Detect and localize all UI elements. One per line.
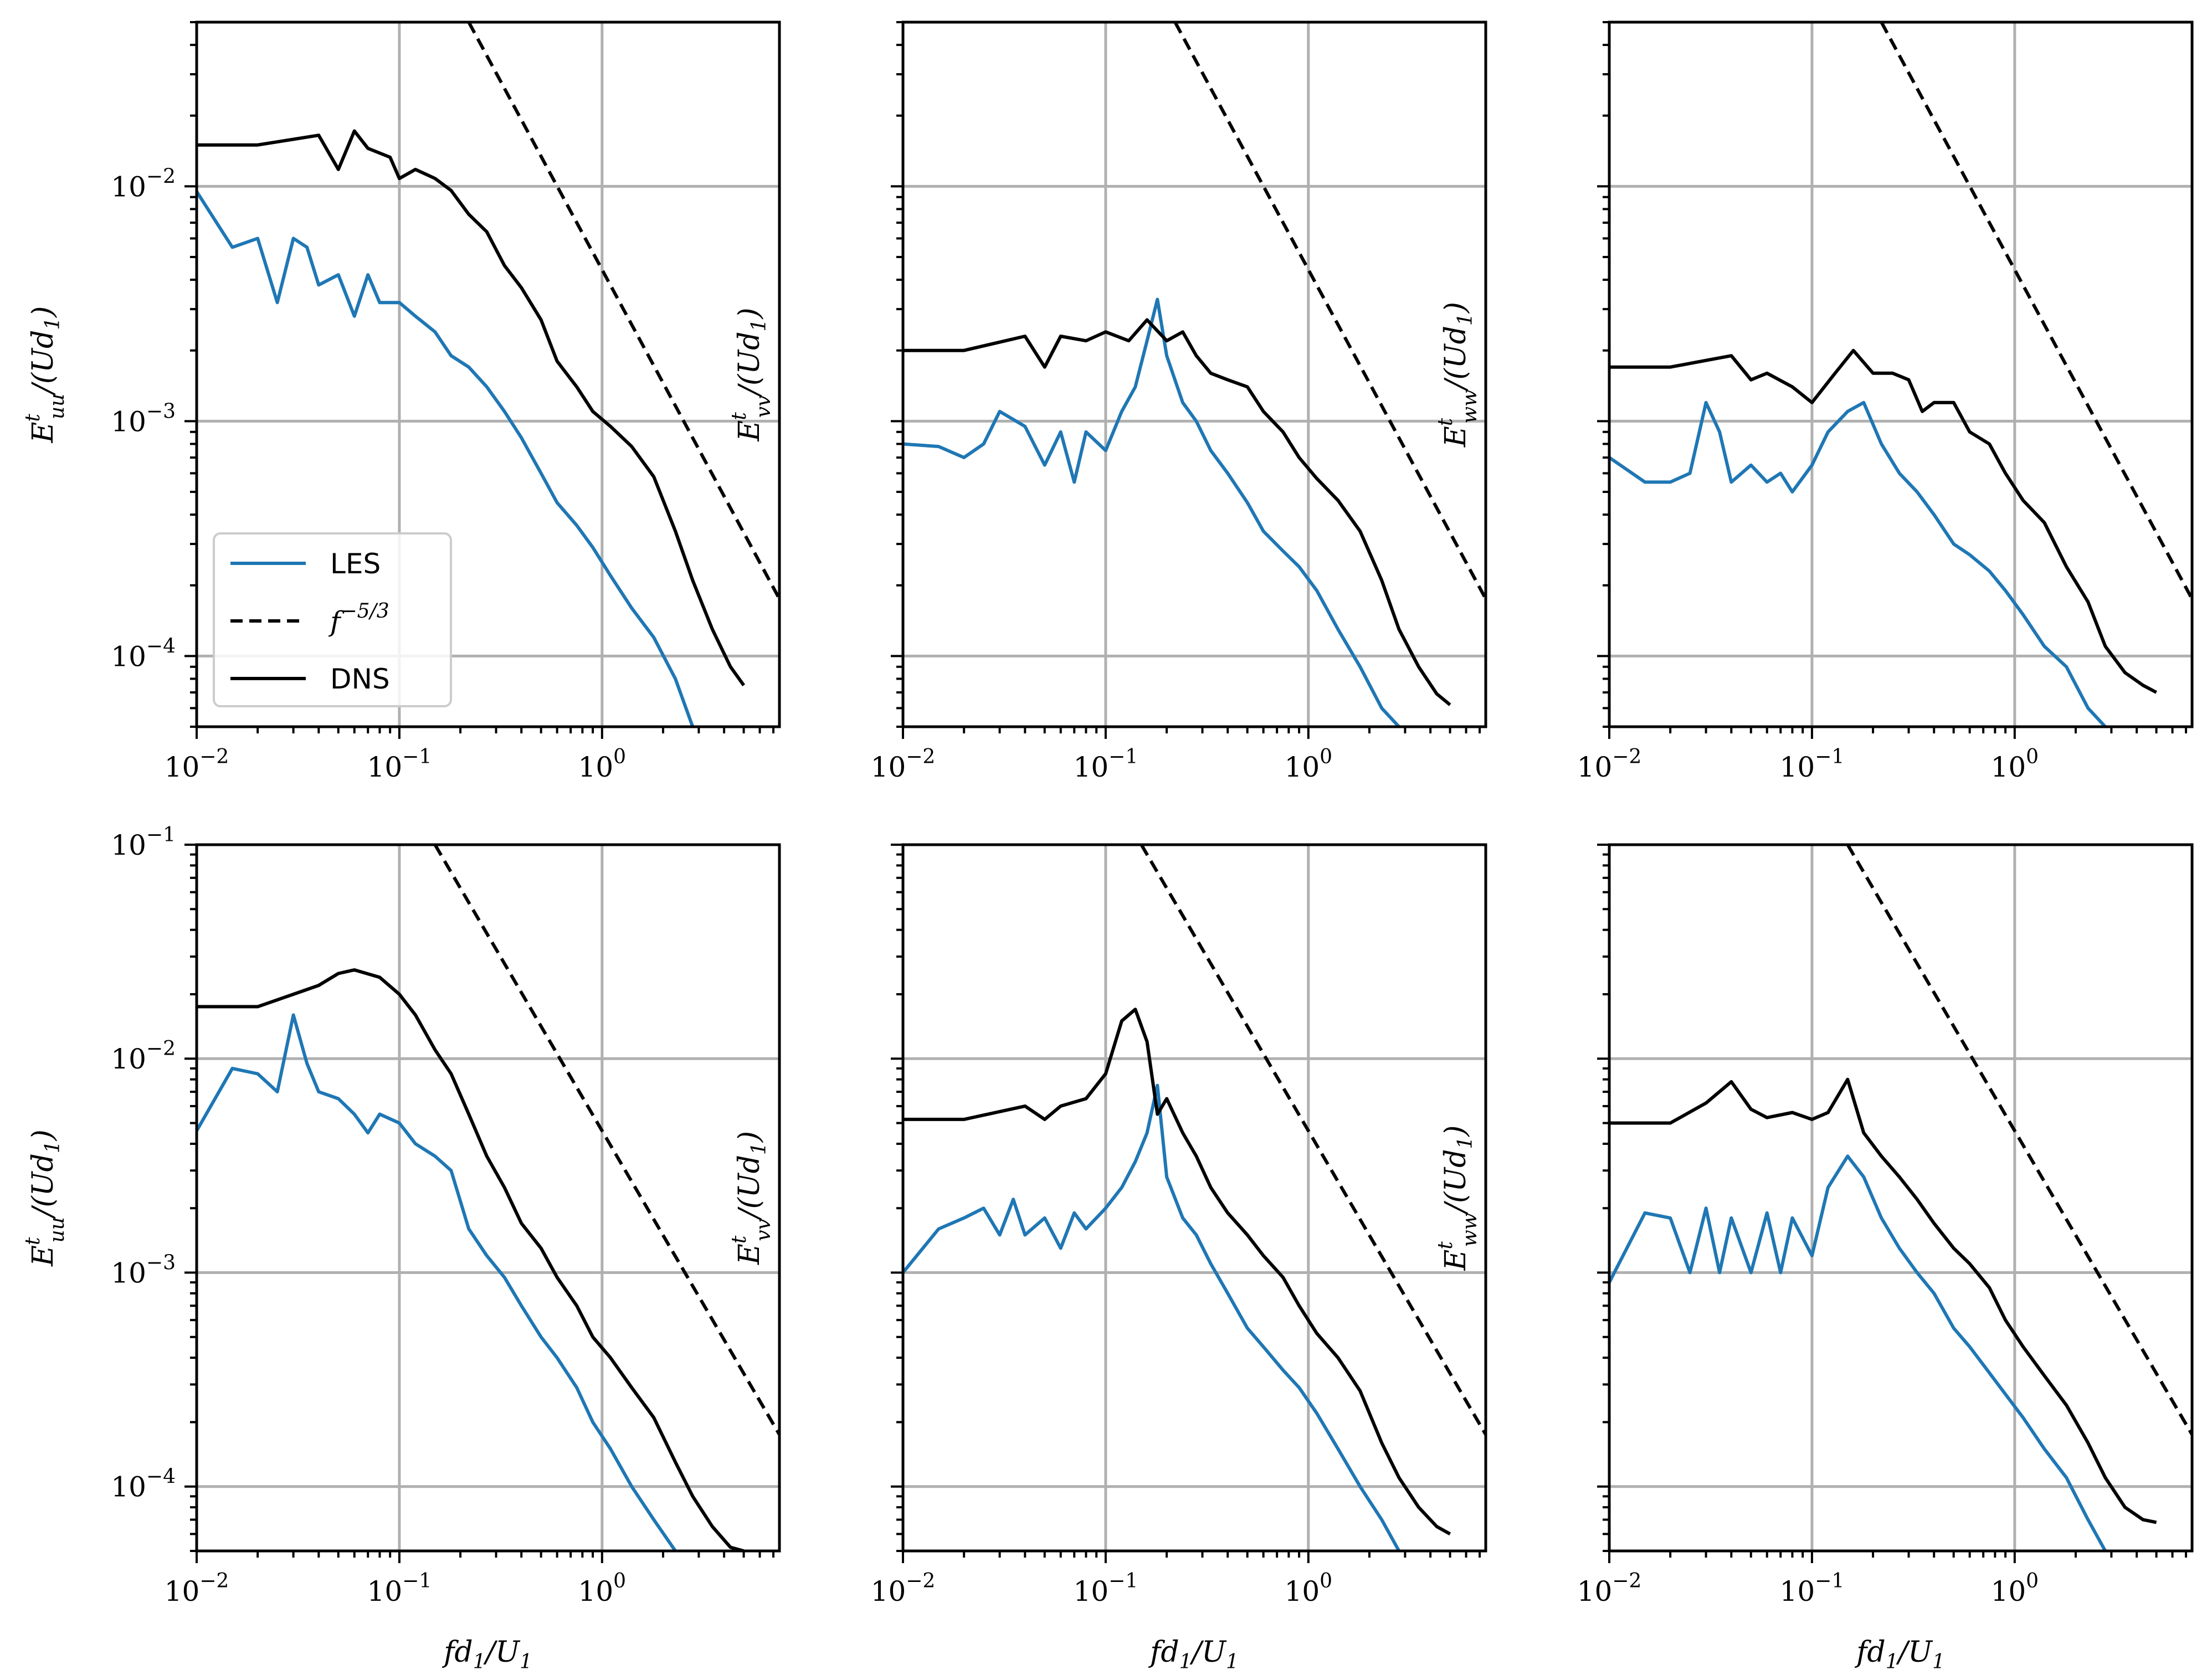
dns-line (197, 129, 746, 687)
x-axis-label: fd1/U1 (1148, 1636, 1239, 1673)
panel-1-3: 10−2 10−1 100 Etww/(Ud1) (1434, 20, 2194, 783)
y-axis-label: Etvv/(Ud1) (728, 1131, 775, 1265)
x-tick-label: 10−1 (1074, 746, 1138, 783)
les-line (1609, 400, 2107, 727)
dns-line (1609, 348, 2158, 694)
x-tick-label: 10−2 (871, 1570, 936, 1607)
x-tick-label: 10−2 (165, 746, 229, 783)
reference-slope-line (467, 22, 779, 600)
les-line (1609, 1154, 2107, 1551)
series-group (197, 845, 779, 1551)
x-axis-label: fd1/U1 (1854, 1636, 1945, 1673)
x-tick-label: 10−1 (1780, 746, 1845, 783)
y-tick-label: 10−3 (111, 400, 176, 438)
x-tick-label: 100 (1285, 746, 1333, 783)
x-axis-label: fd1/U1 (442, 1636, 532, 1673)
x-tick-label: 10−2 (1577, 746, 1642, 783)
panel-2-3: 10−2 10−1 100 Etww/(Ud1) fd1/U1 (1434, 843, 2194, 1673)
x-tick-label: 10−1 (1074, 1570, 1138, 1607)
les-line (903, 297, 1400, 727)
panel-2-2: 10−2 10−1 100 Etvv/(Ud1) fd1/U1 (728, 843, 1487, 1673)
y-axis-label: Etvv/(Ud1) (728, 307, 775, 441)
axes-frame (901, 20, 1487, 728)
x-tick-label: 100 (1285, 1570, 1333, 1607)
x-tick-label: 10−1 (1780, 1570, 1845, 1607)
series-group (197, 22, 779, 727)
axes-frame (1608, 843, 2194, 1553)
series-group (903, 845, 1486, 1551)
y-tick-label: 10−2 (111, 1037, 176, 1075)
panels: 10−2 10−1 100 10−2 10−3 10−4 Etuu/(Ud1) LESf−5/… (22, 20, 2194, 1673)
legend-les-label: LES (330, 548, 381, 580)
les-line (197, 1013, 677, 1551)
axes-frame (1608, 20, 2194, 728)
panel-1-2: 10−2 10−1 100 Etvv/(Ud1) (728, 20, 1487, 783)
y-tick-label: 10−3 (111, 1251, 176, 1289)
series-group (1609, 22, 2192, 727)
y-axis-label: Etww/(Ud1) (1434, 302, 1481, 448)
series-group (1609, 845, 2192, 1551)
panel-2-1: 10−2 10−1 100 10−1 10−2 10−3 10−4 Etuu/(Ud1) fd1… (22, 824, 781, 1673)
x-tick-label: 100 (1991, 746, 2039, 783)
panel-1-1: 10−2 10−1 100 10−2 10−3 10−4 Etuu/(Ud1) LESf−5/… (22, 20, 781, 783)
reference-slope-line (1846, 845, 2192, 1436)
x-tick-label: 100 (578, 1570, 627, 1607)
y-axis-label: Etuu/(Ud1) (22, 1129, 69, 1267)
legend-dns-label: DNS (330, 663, 390, 695)
axes-frame (901, 843, 1487, 1553)
reference-slope-line (433, 845, 779, 1436)
y-axis-label: Etww/(Ud1) (1434, 1125, 1481, 1271)
legend-box (213, 532, 452, 707)
axes-frame (195, 843, 781, 1553)
les-line (197, 191, 695, 727)
x-tick-label: 10−2 (871, 746, 936, 783)
y-tick-label: 10−1 (111, 824, 176, 861)
dns-line (197, 968, 745, 1551)
dns-line (903, 1008, 1451, 1536)
dns-line (903, 318, 1451, 706)
x-tick-label: 10−2 (165, 1570, 229, 1607)
x-tick-label: 100 (1991, 1570, 2039, 1607)
x-tick-label: 10−1 (367, 1570, 432, 1607)
x-tick-label: 10−2 (1577, 1570, 1642, 1607)
les-line (903, 1083, 1401, 1551)
reference-slope-line (1880, 22, 2192, 600)
reference-slope-line (1173, 22, 1486, 600)
reference-slope-line (1140, 845, 1486, 1436)
x-tick-label: 100 (578, 746, 627, 783)
axes-frame (195, 20, 781, 728)
y-tick-label: 10−2 (111, 165, 176, 203)
dns-line (1609, 1077, 2157, 1524)
y-tick-label: 10−4 (111, 1466, 176, 1503)
y-tick-label: 10−4 (111, 635, 176, 672)
series-group (903, 22, 1486, 727)
x-tick-label: 10−1 (367, 746, 432, 783)
y-axis-label: Etuu/(Ud1) (22, 306, 69, 444)
